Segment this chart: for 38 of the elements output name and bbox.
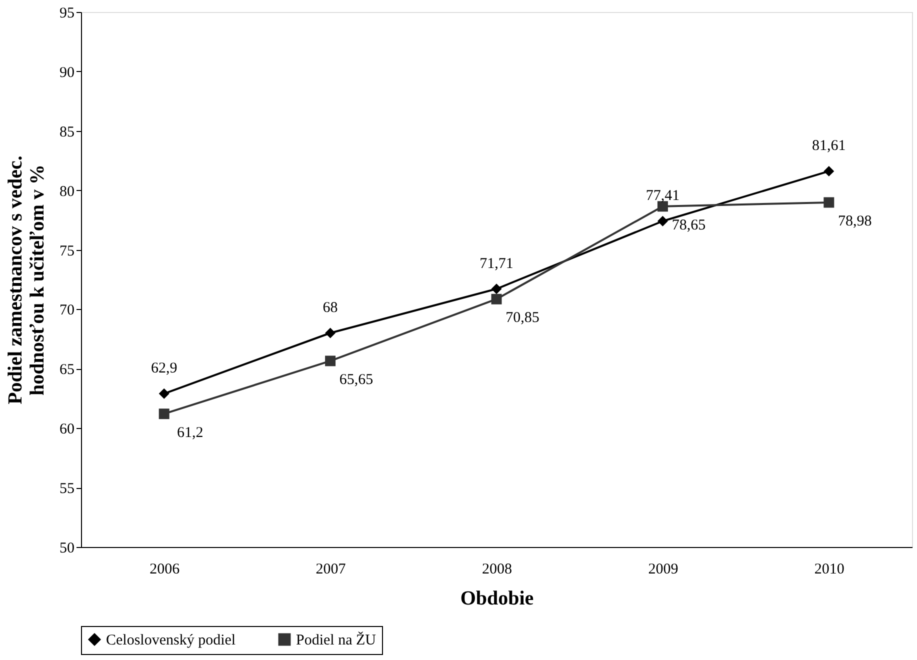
data-label: 70,85 [506,310,540,326]
data-label: 62,9 [150,360,178,377]
point [325,328,336,338]
x-tick-label: 2009 [648,562,678,578]
legend-label: Podiel na ŽU [296,632,376,649]
point [325,356,336,366]
y-tick-label: 65 [60,362,74,378]
y-tick-label: 95 [60,6,74,22]
point [158,408,170,420]
y-tick-label: 60 [60,422,74,438]
x-tick-label: 2007 [316,562,346,578]
point [824,197,834,208]
point [657,216,668,226]
y-tick-label: 70 [60,302,74,319]
x-tick-label: 2010 [814,562,844,578]
y-axis-title: Podiel zamestnancov s vedec. hodnosťou k učiteľom v % [4,156,48,404]
x-tick-label: 2008 [482,562,512,578]
y-tick-label: 75 [60,243,74,260]
y-tick-label: 85 [60,124,74,140]
data-label: 78,65 [672,217,706,234]
y-tick-label: 80 [60,184,74,200]
x-axis-title: Obdobie [460,588,534,610]
legend-label: Celoslovenský podiel [106,632,236,649]
data-label: 81,61 [812,138,846,154]
data-label: 77,41 [646,188,680,204]
point [824,166,834,176]
y-tick-label: 55 [60,481,74,498]
x-tick-label: 2006 [150,562,180,578]
point [491,294,502,304]
data-label: 71,71 [480,256,514,272]
y-tick-label: 90 [60,64,74,81]
data-label: 68 [322,300,338,316]
data-label: 61,2 [176,424,204,441]
point [158,388,170,399]
data-label: 78,98 [838,213,872,230]
y-tick-label: 50 [60,540,74,556]
point [491,284,502,294]
data-label: 65,65 [339,372,374,388]
